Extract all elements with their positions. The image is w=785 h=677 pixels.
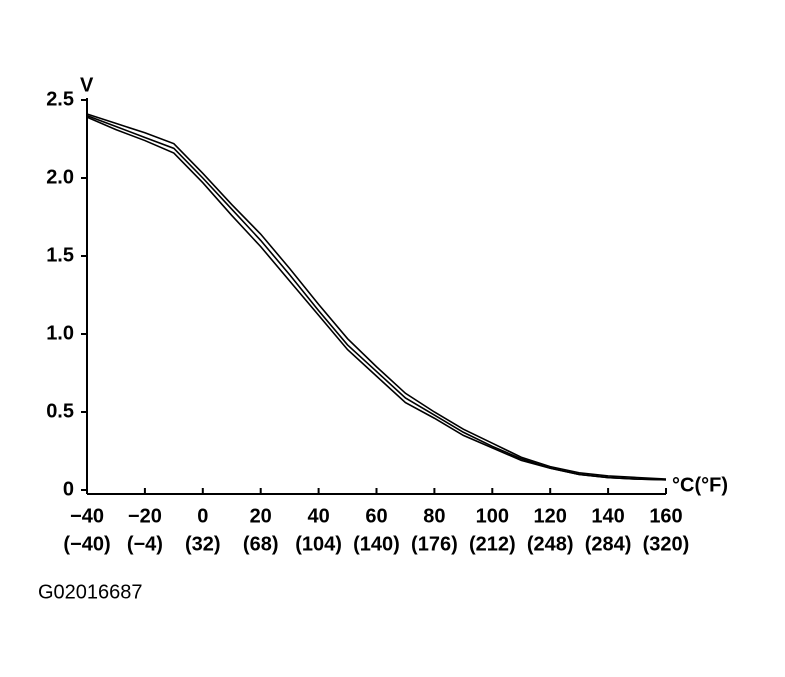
line-series [86, 113, 667, 480]
x-axis-label: °C(°F) [672, 474, 728, 496]
x-tick-label: 80 [423, 505, 445, 527]
x-tick-label: 60 [365, 505, 387, 527]
x-tick-label: −40 [70, 505, 104, 527]
fahrenheit-label: (−40) [63, 533, 110, 555]
line-series [86, 114, 667, 481]
x-tick-label: 20 [250, 505, 272, 527]
y-tick-label: 2.0 [46, 166, 74, 188]
y-tick-label: 1.0 [46, 322, 74, 344]
fahrenheit-label: (32) [185, 533, 221, 555]
fahrenheit-label: (−4) [127, 533, 163, 555]
x-tick-label: 160 [649, 505, 682, 527]
fahrenheit-label: (68) [243, 533, 279, 555]
x-tick-label: 40 [307, 505, 329, 527]
x-tick-label: 120 [534, 505, 567, 527]
line-series [86, 116, 667, 481]
fahrenheit-label: (140) [353, 533, 400, 555]
fahrenheit-label: (320) [643, 533, 690, 555]
y-tick-label: 0.5 [46, 400, 74, 422]
x-tick-label: 140 [591, 505, 624, 527]
fahrenheit-label: (284) [585, 533, 632, 555]
fahrenheit-label: (212) [469, 533, 516, 555]
y-tick-label: 2.5 [46, 88, 74, 110]
fahrenheit-label: (248) [527, 533, 574, 555]
y-tick-label: 1.5 [46, 244, 74, 266]
fahrenheit-label: (104) [295, 533, 342, 555]
x-tick-label: 0 [197, 505, 208, 527]
fahrenheit-label: (176) [411, 533, 458, 555]
y-tick-label: 0 [63, 478, 74, 500]
x-tick-label: −20 [128, 505, 162, 527]
caption: G02016687 [38, 581, 143, 603]
y-axis-label: V [80, 74, 94, 96]
x-tick-label: 100 [476, 505, 509, 527]
